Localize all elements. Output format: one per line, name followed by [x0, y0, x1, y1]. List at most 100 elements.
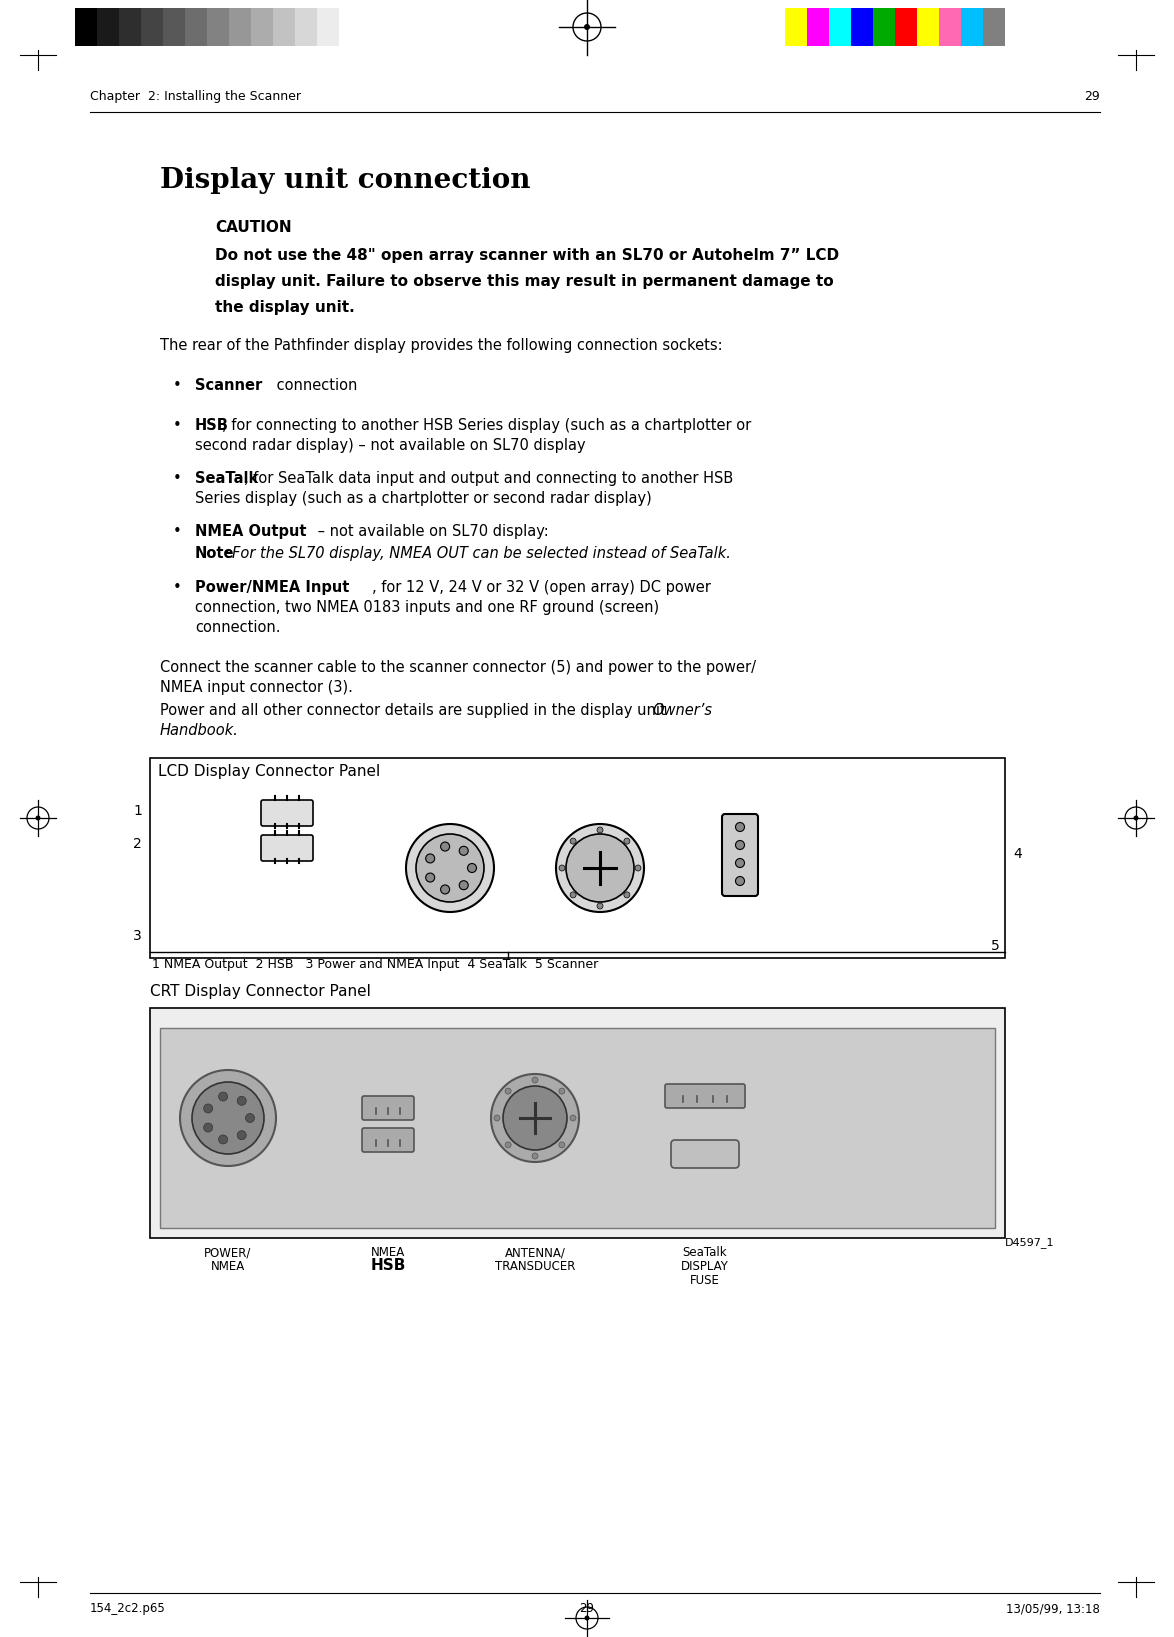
Text: Chapter  2: Installing the Scanner: Chapter 2: Installing the Scanner — [90, 90, 301, 103]
Text: connection.: connection. — [195, 620, 281, 635]
Text: connection, two NMEA 0183 inputs and one RF ground (screen): connection, two NMEA 0183 inputs and one… — [195, 601, 659, 616]
Text: NMEA: NMEA — [211, 1260, 245, 1274]
Text: 1 NMEA Output  2 HSB   3 Power and NMEA Input  4 SeaTalk  5 Scanner: 1 NMEA Output 2 HSB 3 Power and NMEA Inp… — [151, 958, 599, 971]
Bar — [851, 8, 873, 46]
Text: LCD Display Connector Panel: LCD Display Connector Panel — [158, 764, 380, 779]
Text: D4597_1: D4597_1 — [1005, 1238, 1054, 1247]
Text: •: • — [173, 471, 182, 486]
Text: FUSE: FUSE — [690, 1274, 720, 1287]
Circle shape — [635, 864, 641, 871]
Text: 154_2c2.p65: 154_2c2.p65 — [90, 1603, 166, 1616]
Text: ANTENNA/: ANTENNA/ — [505, 1246, 566, 1259]
Text: Power and all other connector details are supplied in the display unit: Power and all other connector details ar… — [160, 702, 670, 719]
Circle shape — [571, 892, 576, 897]
Text: The rear of the Pathfinder display provides the following connection sockets:: The rear of the Pathfinder display provi… — [160, 337, 723, 354]
Bar — [873, 8, 895, 46]
Bar — [829, 8, 851, 46]
Bar — [163, 8, 185, 46]
Circle shape — [598, 827, 603, 833]
Text: Do not use the 48" open array scanner with an SL70 or Autohelm 7” LCD: Do not use the 48" open array scanner wi… — [215, 247, 839, 264]
Text: second radar display) – not available on SL70 display: second radar display) – not available on… — [195, 439, 586, 453]
Text: 4: 4 — [1013, 846, 1021, 861]
Bar — [119, 8, 141, 46]
Circle shape — [735, 858, 744, 868]
Circle shape — [571, 838, 576, 845]
Circle shape — [426, 873, 434, 882]
Circle shape — [505, 1143, 511, 1148]
Text: 13/05/99, 13:18: 13/05/99, 13:18 — [1006, 1603, 1100, 1616]
Text: •: • — [173, 524, 182, 539]
Text: 2: 2 — [134, 837, 142, 851]
Circle shape — [532, 1152, 538, 1159]
Text: Scanner: Scanner — [195, 378, 262, 393]
Bar — [295, 8, 317, 46]
Bar — [207, 8, 229, 46]
Text: , for SeaTalk data input and output and connecting to another HSB: , for SeaTalk data input and output and … — [244, 471, 734, 486]
FancyBboxPatch shape — [362, 1128, 414, 1152]
Circle shape — [623, 838, 630, 845]
Bar — [274, 8, 295, 46]
Text: 5: 5 — [991, 940, 1000, 953]
Bar — [251, 8, 274, 46]
Circle shape — [180, 1071, 276, 1166]
Circle shape — [1134, 815, 1139, 820]
Text: Connect the scanner cable to the scanner connector (5) and power to the power/: Connect the scanner cable to the scanner… — [160, 660, 756, 674]
Circle shape — [237, 1131, 247, 1139]
Circle shape — [426, 855, 434, 863]
Circle shape — [585, 1616, 589, 1621]
Text: TRANSDUCER: TRANSDUCER — [494, 1260, 575, 1274]
Text: Owner’s: Owner’s — [652, 702, 711, 719]
Text: •: • — [173, 579, 182, 594]
Circle shape — [571, 1115, 576, 1121]
Bar — [229, 8, 251, 46]
Bar — [317, 8, 339, 46]
FancyBboxPatch shape — [362, 1097, 414, 1120]
Circle shape — [556, 823, 645, 912]
Circle shape — [203, 1103, 212, 1113]
Circle shape — [440, 841, 450, 851]
Text: SeaTalk: SeaTalk — [195, 471, 258, 486]
Circle shape — [459, 846, 468, 855]
Circle shape — [494, 1115, 500, 1121]
Circle shape — [237, 1097, 247, 1105]
Circle shape — [203, 1123, 212, 1133]
FancyBboxPatch shape — [672, 1139, 738, 1169]
Bar — [97, 8, 119, 46]
Circle shape — [559, 1143, 565, 1148]
Text: POWER/: POWER/ — [204, 1246, 251, 1259]
Circle shape — [35, 815, 40, 820]
FancyBboxPatch shape — [722, 814, 758, 895]
Text: HSB: HSB — [370, 1257, 406, 1274]
Circle shape — [566, 833, 634, 902]
Text: SeaTalk: SeaTalk — [683, 1246, 728, 1259]
Text: 1: 1 — [133, 804, 142, 818]
Circle shape — [459, 881, 468, 889]
Text: 3: 3 — [134, 930, 142, 943]
Bar — [962, 8, 983, 46]
Text: Note: Note — [195, 547, 235, 561]
Text: – not available on SL70 display:: – not available on SL70 display: — [313, 524, 548, 539]
Text: HSB: HSB — [195, 417, 229, 434]
Text: :: : — [225, 547, 235, 561]
Bar — [150, 758, 1005, 958]
Bar — [339, 8, 360, 46]
Circle shape — [502, 1085, 567, 1151]
Text: For the SL70 display, NMEA OUT can be selected instead of SeaTalk.: For the SL70 display, NMEA OUT can be se… — [232, 547, 731, 561]
Text: Power/NMEA Input: Power/NMEA Input — [195, 579, 350, 594]
Text: Handbook.: Handbook. — [160, 724, 238, 738]
Bar — [185, 8, 207, 46]
Bar — [141, 8, 163, 46]
Circle shape — [245, 1113, 255, 1123]
Circle shape — [559, 1089, 565, 1094]
Text: the display unit.: the display unit. — [215, 300, 355, 314]
Circle shape — [559, 864, 565, 871]
Circle shape — [467, 863, 477, 873]
Text: CAUTION: CAUTION — [215, 219, 291, 236]
Circle shape — [218, 1134, 228, 1144]
Circle shape — [491, 1074, 579, 1162]
Circle shape — [218, 1092, 228, 1102]
Text: , for connecting to another HSB Series display (such as a chartplotter or: , for connecting to another HSB Series d… — [222, 417, 751, 434]
Text: •: • — [173, 417, 182, 434]
FancyBboxPatch shape — [261, 835, 313, 861]
Bar — [150, 1008, 1005, 1238]
